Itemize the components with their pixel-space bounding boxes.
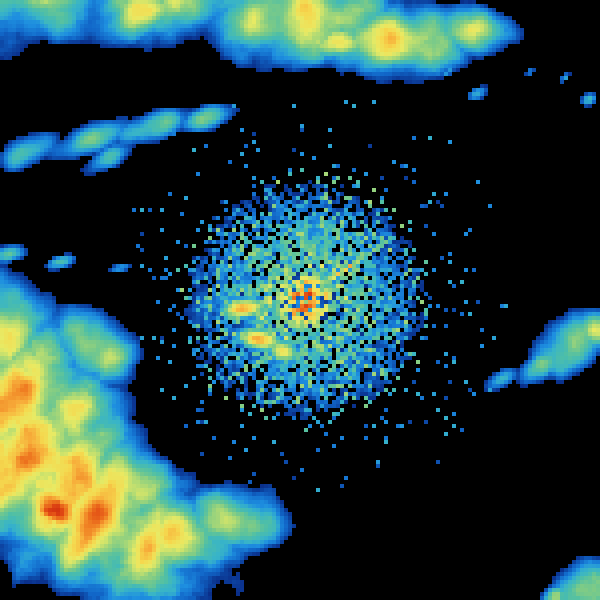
radar-reflectivity-canvas <box>0 0 600 600</box>
radar-reflectivity-view <box>0 0 600 600</box>
